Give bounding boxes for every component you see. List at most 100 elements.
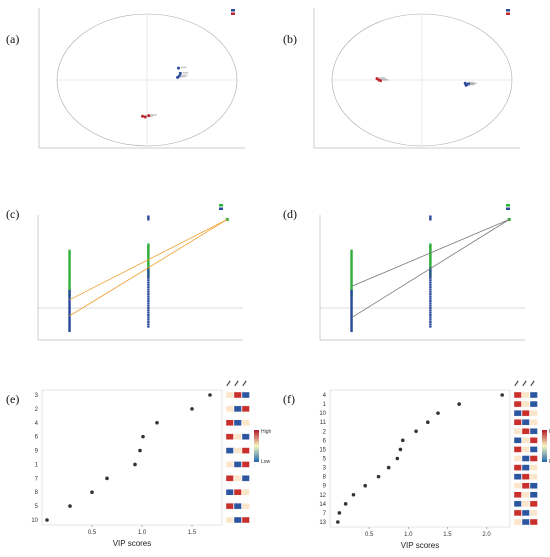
heatmap-cell (233, 391, 242, 399)
r2-permutation-point (68, 253, 71, 256)
r2-permutation-point (147, 247, 150, 250)
q2-outlier-point (429, 215, 432, 221)
heatmap-cell (529, 419, 538, 426)
vip-point (336, 520, 340, 524)
q2-permutation-point (429, 307, 432, 310)
vip-feature-label: 14 (319, 502, 326, 508)
q2-outlier-point (147, 215, 150, 221)
heatmap-cell (233, 489, 242, 496)
heatmap-cell (513, 491, 522, 498)
q2-regression-line (351, 219, 510, 319)
q2-permutation-point (350, 328, 353, 331)
r2-permutation-point (429, 247, 432, 250)
q2-permutation-point (68, 310, 71, 313)
q2-permutation-point (68, 318, 71, 321)
heatmap-cell (521, 491, 530, 498)
vip-feature-label: 5 (323, 457, 327, 463)
q2-permutation-point (350, 312, 353, 315)
r2-permutation-point (147, 244, 150, 247)
r2-permutation-point (147, 243, 150, 246)
q2-permutation-point (147, 279, 150, 282)
q2-permutation-point (68, 309, 71, 312)
q2-permutation-point (429, 302, 432, 305)
r2-permutation-point (429, 261, 432, 264)
vip-x-tick-label: 0.5 (365, 532, 374, 538)
q2-permutation-point (147, 320, 150, 323)
q2-permutation-point (147, 302, 150, 305)
vip-point (436, 411, 440, 415)
q2-permutation-point (68, 322, 71, 325)
r2-permutation-point (429, 250, 432, 253)
score-plot-a (35, 8, 250, 158)
heatmap-cell (521, 428, 530, 435)
vip-feature-label: 4 (35, 421, 39, 427)
r2-permutation-point (68, 287, 71, 290)
vip-x-tick-label: 1.0 (138, 530, 147, 536)
q2-permutation-point (350, 317, 353, 320)
q2-permutation-point (429, 272, 432, 275)
vip-feature-label: 6 (35, 435, 39, 441)
heatmap-cell (241, 391, 250, 399)
heatmap-cell (529, 409, 538, 417)
q2-permutation-point (429, 300, 432, 303)
panel-label-f: (f) (283, 392, 295, 406)
heatmap-cell (225, 475, 234, 482)
vip-x-tick-label: 1.0 (404, 532, 413, 538)
q2-permutation-point (350, 315, 353, 318)
heat-legend-low: Low (261, 459, 271, 465)
r2-permutation-point (350, 249, 353, 252)
heatmap-cell (521, 500, 530, 508)
q2-permutation-point (429, 286, 432, 289)
q2-permutation-point (350, 322, 353, 325)
q2-permutation-point (68, 302, 71, 305)
vip-feature-label: 6 (323, 438, 327, 444)
r2-permutation-point (147, 265, 150, 268)
score-point (178, 71, 182, 75)
r2-permutation-point (147, 246, 150, 249)
heatmap-cell (529, 473, 538, 480)
vip-feature-label: 5 (35, 504, 39, 510)
score-point (379, 79, 383, 83)
heatmap-cell (225, 461, 234, 468)
r2-permutation-point (350, 265, 353, 268)
r2-permutation-point (147, 260, 150, 263)
heatmap-cell (241, 447, 250, 454)
r2-permutation-point (429, 258, 432, 260)
r2-permutation-point (68, 281, 71, 284)
q2-permutation-point (350, 330, 353, 333)
r2-permutation-point (350, 278, 353, 281)
q2-permutation-point (147, 272, 150, 275)
q2-permutation-point (429, 283, 432, 286)
vip-point (363, 483, 368, 488)
vip-x-axis-title: VIP scores (401, 541, 440, 550)
r2-permutation-point (68, 280, 71, 283)
q2-permutation-point (350, 310, 353, 313)
r2-permutation-point (147, 255, 150, 258)
panel-label-a: (a) (6, 32, 20, 46)
heatmap-cell (513, 455, 522, 462)
q2-permutation-point (350, 294, 353, 297)
permutation-plot-c (28, 195, 253, 355)
heatmap-cell (233, 461, 242, 468)
score-point (141, 114, 144, 118)
heatmap-cell (521, 518, 530, 526)
vip-feature-label: 9 (35, 449, 39, 455)
heatmap-cell (529, 518, 538, 526)
q2-permutation-point (429, 279, 432, 282)
heatmap-cell (529, 500, 538, 508)
vip-x-tick-label: 1.5 (188, 530, 197, 536)
heatmap-cell (521, 400, 530, 408)
r2-permutation-point (429, 259, 432, 262)
q2-permutation-point (350, 323, 353, 326)
q2-permutation-point (350, 297, 353, 300)
vip-point (208, 393, 212, 397)
r2-permutation-point (350, 251, 353, 254)
q2-permutation-point (68, 291, 71, 294)
q2-permutation-point (350, 318, 353, 321)
score-point (147, 114, 151, 118)
panel-label-b: (b) (283, 32, 297, 46)
q2-permutation-point (68, 323, 71, 326)
q2-permutation-point (429, 276, 432, 279)
r2-permutation-point (68, 249, 71, 252)
heatmap-cell (513, 482, 522, 489)
